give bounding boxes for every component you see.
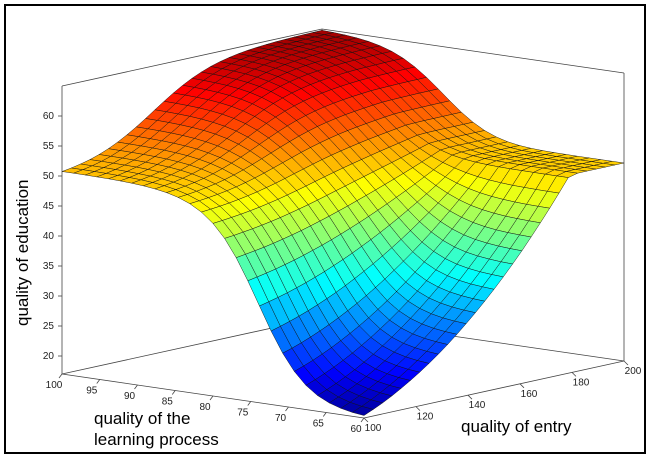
x-tick-label: 60 <box>350 424 362 435</box>
y-tick-mark <box>415 406 421 411</box>
x-tick-label: 95 <box>86 386 98 397</box>
z-tick-label: 50 <box>43 171 55 182</box>
axis-edge <box>321 28 625 74</box>
x-axis-label-line-1: quality of the <box>94 409 190 428</box>
y-tick-mark <box>571 372 577 377</box>
y-tick-label: 140 <box>469 400 486 411</box>
y-tick-mark <box>519 383 525 389</box>
y-tick-mark <box>467 394 473 400</box>
z-tick-label: 25 <box>43 321 55 332</box>
x-tick-mark <box>58 373 63 379</box>
x-tick-label: 70 <box>275 413 287 424</box>
z-tick-label: 20 <box>43 351 55 362</box>
y-tick-mark <box>623 360 629 366</box>
surface-mesh <box>61 30 625 416</box>
x-axis-label-line-2: learning process <box>94 430 219 449</box>
z-tick-label: 40 <box>43 231 55 242</box>
x-tick-label: 75 <box>237 408 249 419</box>
x-tick-label: 85 <box>162 397 174 408</box>
z-tick-label: 35 <box>43 261 55 272</box>
z-tick-label: 55 <box>43 141 55 152</box>
z-axis-label: quality of education <box>13 180 32 327</box>
x-tick-mark <box>209 395 214 401</box>
axis-edge <box>61 28 323 87</box>
y-tick-label: 180 <box>573 377 590 388</box>
x-tick-mark <box>322 412 327 417</box>
x-tick-mark <box>96 379 101 384</box>
x-tick-mark <box>171 390 176 395</box>
x-tick-mark <box>285 406 289 412</box>
x-tick-label: 100 <box>46 380 63 391</box>
x-tick-label: 65 <box>313 419 325 430</box>
x-tick-label: 80 <box>199 402 211 413</box>
surface-patch <box>351 406 374 416</box>
x-tick-mark <box>134 384 138 390</box>
z-tick-label: 30 <box>43 291 55 302</box>
z-tick-label: 45 <box>43 201 55 212</box>
y-tick-mark <box>363 417 369 423</box>
x-tick-label: 90 <box>124 391 136 402</box>
y-axis-label: quality of entry <box>461 417 572 436</box>
z-tick-label: 60 <box>43 111 55 122</box>
axis-edge <box>363 360 625 419</box>
y-tick-label: 160 <box>521 389 538 400</box>
y-tick-label: 200 <box>625 366 642 377</box>
y-tick-label: 120 <box>417 412 434 423</box>
x-tick-mark <box>360 417 365 423</box>
y-tick-label: 100 <box>365 423 382 434</box>
x-tick-mark <box>247 401 252 406</box>
figure-frame: 20 25 30 35 40 45 50 55 60 100 95 90 85 80 75 70 65 60 100… <box>4 4 646 454</box>
